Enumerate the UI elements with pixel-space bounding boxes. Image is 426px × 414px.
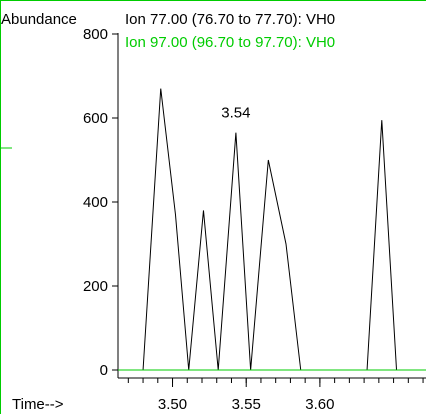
legend-entry-ion-77: Ion 77.00 (76.70 to 77.70): VH0 xyxy=(125,11,335,28)
x-tick-label-3.60: 3.60 xyxy=(305,396,334,413)
y-tick-label-200: 200 xyxy=(83,278,108,295)
y-axis-ticks: 0 200 400 600 800 xyxy=(83,26,118,379)
y-tick-label-400: 400 xyxy=(83,194,108,211)
x-tick-label-3.55: 3.55 xyxy=(232,396,261,413)
peak-annotation-0: 3.54 xyxy=(221,105,250,122)
series-group xyxy=(118,88,426,371)
y-tick-label-0: 0 xyxy=(100,362,108,379)
x-tick-label-3.50: 3.50 xyxy=(158,396,187,413)
x-axis-ticks: 3.50 3.55 3.60 xyxy=(127,378,424,413)
y-tick-label-800: 800 xyxy=(83,26,108,43)
x-axis-label: Time--> xyxy=(12,396,64,413)
legend-entry-ion-97: Ion 97.00 (96.70 to 97.70): VH0 xyxy=(125,34,335,51)
y-tick-label-600: 600 xyxy=(83,110,108,127)
annotations: 3.54 xyxy=(221,105,250,122)
series-line-0 xyxy=(142,88,398,371)
y-axis-label: Abundance xyxy=(1,11,77,28)
